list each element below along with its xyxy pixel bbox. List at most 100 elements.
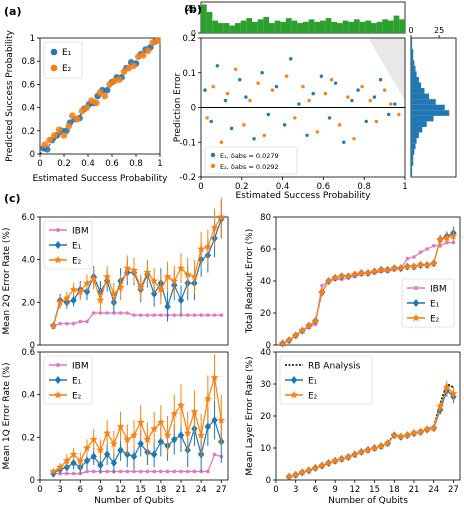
panel-b-right-hist-bar bbox=[411, 54, 414, 61]
panel-c3-point-e2 bbox=[62, 456, 71, 465]
panel-a-ytick-label: 0.8 bbox=[21, 57, 35, 67]
panel-c3-point-e2 bbox=[170, 409, 179, 418]
panel-a-xtick-label: 0.4 bbox=[81, 159, 95, 169]
panel-c3-point-e2 bbox=[96, 445, 105, 454]
panel-c1-legend-marker bbox=[54, 255, 62, 264]
panel-c2-point-ibm bbox=[418, 250, 423, 254]
panel-c3-point-ibm bbox=[85, 469, 89, 474]
panel-b-point-e2 bbox=[211, 84, 215, 89]
panel-c4-ytick-label: 10 bbox=[260, 444, 271, 454]
panel-b-point-e2 bbox=[382, 88, 387, 92]
panel-c2-point-e2 bbox=[364, 268, 372, 277]
panel-a-point-e2 bbox=[120, 68, 128, 75]
panel-c4-legend-label: E₁ bbox=[308, 377, 318, 387]
panel-b-right-hist-bar bbox=[411, 160, 414, 166]
panel-a-xtick-label: 0 bbox=[37, 159, 42, 169]
panel-c3-point-e1 bbox=[150, 450, 158, 459]
panel-b-top-hist-bar bbox=[286, 18, 292, 33]
panel-c2-ytick-label: 20 bbox=[260, 309, 271, 319]
panel-b-top-hist-bar bbox=[382, 19, 388, 33]
panel-a-point-e2 bbox=[106, 81, 113, 88]
panel-c3-xtick-label: 0 bbox=[37, 485, 42, 495]
panel-c1-point-e2 bbox=[150, 276, 159, 285]
panel-a-ytick-label: 1 bbox=[30, 34, 35, 44]
panel-c4-ytick-label: 20 bbox=[260, 412, 271, 422]
panel-c4-point-e2 bbox=[364, 445, 372, 454]
panel-c2-ytick-label: 40 bbox=[260, 277, 271, 287]
panel-c3-point-e2 bbox=[76, 456, 85, 465]
panel-c3-point-ibm bbox=[125, 469, 130, 474]
panel-c3-point-ibm bbox=[138, 469, 143, 474]
panel-c1-point-ibm bbox=[219, 313, 224, 317]
panel-c1-point-e2 bbox=[183, 270, 192, 278]
panel-c1-point-ibm bbox=[105, 311, 109, 315]
panel-c3-legend-label: IBM bbox=[72, 362, 89, 372]
panel-c3-point-e2 bbox=[156, 418, 165, 426]
panel-c3-point-e2 bbox=[143, 435, 152, 443]
panel-b-right-hist-xtick-label: 25 bbox=[434, 26, 444, 35]
panel-b-point-e1 bbox=[289, 57, 293, 61]
panel-c1-point-e2 bbox=[116, 283, 125, 291]
panel-c3-point-e2 bbox=[217, 416, 226, 424]
panel-b-top-hist-bar bbox=[206, 11, 213, 33]
panel-c1-point-ibm bbox=[212, 313, 217, 317]
panel-c2-point-e2 bbox=[403, 262, 412, 270]
panel-b-point-e2 bbox=[256, 81, 260, 85]
panel-b-point-e1 bbox=[203, 88, 207, 92]
panel-b-top-hist-bar bbox=[246, 18, 252, 33]
panel-c3-point-e1 bbox=[90, 452, 97, 461]
panel-b-top-hist-ytick-label: 20 bbox=[186, 4, 196, 13]
panel-c4-point-e2 bbox=[396, 432, 405, 440]
panel-c1-point-e1 bbox=[177, 296, 185, 305]
panel-c1-point-e2 bbox=[103, 272, 112, 281]
panel-c3-ytick-label: 0.4 bbox=[21, 391, 35, 401]
panel-c1-point-e2 bbox=[170, 276, 179, 285]
panel-a-point-e2 bbox=[83, 104, 91, 111]
panel-c2-point-e2 bbox=[429, 259, 438, 267]
panel-c1-point-ibm bbox=[91, 311, 96, 315]
panel-b-xlabel: Estimated Success Probability bbox=[236, 191, 372, 201]
panel-c1-point-ibm bbox=[172, 313, 177, 317]
panel-label-b: (b) bbox=[184, 3, 202, 16]
panel-b-right-hist-bar bbox=[411, 71, 417, 77]
panel-c3-point-e1 bbox=[97, 461, 104, 470]
panel-c1-point-e2 bbox=[83, 278, 91, 287]
panel-b-point-e1 bbox=[378, 78, 383, 82]
panel-c3-point-ibm bbox=[212, 452, 217, 457]
panel-c2-point-e2 bbox=[396, 264, 405, 272]
panel-c2-point-e2 bbox=[410, 262, 418, 270]
panel-a-point-e2 bbox=[73, 115, 81, 123]
panel-a-xtick-label: 1 bbox=[157, 159, 162, 169]
panel-b-point-e2 bbox=[225, 91, 230, 96]
panel-c4-xtick-label: 0 bbox=[273, 485, 278, 495]
panel-c4-xtick-label: 12 bbox=[349, 485, 360, 495]
panel-c2-point-e2 bbox=[442, 233, 451, 242]
panel-c4-point-e2 bbox=[416, 427, 425, 436]
panel-c3-point-ibm bbox=[165, 469, 170, 474]
panel-a-ytick-label: 0.2 bbox=[21, 127, 35, 137]
panel-a-frame bbox=[39, 37, 161, 155]
panel-a-point-e2 bbox=[78, 107, 86, 115]
panel-c4-ytick-label: 30 bbox=[260, 380, 271, 390]
panel-c2-point-e2 bbox=[377, 265, 386, 274]
panel-c3-legend-label: E₁ bbox=[72, 377, 82, 387]
panel-b-top-hist-bar bbox=[393, 15, 400, 34]
panel-c3-ylabel: Mean 1Q Error Rate (%) bbox=[2, 363, 12, 470]
panel-c3-point-e1 bbox=[83, 456, 91, 465]
panel-c3-legend-label: E₂ bbox=[72, 392, 82, 402]
panel-c3-ytick-label: 0 bbox=[30, 476, 35, 486]
panel-b-point-e1 bbox=[260, 71, 264, 75]
panel-b-point-e2 bbox=[329, 78, 334, 82]
panel-b-top-hist-bar bbox=[376, 21, 383, 33]
panel-c4-legend bbox=[279, 355, 373, 405]
panel-c3-point-e2 bbox=[150, 424, 159, 433]
panel-c1-point-e2 bbox=[96, 296, 105, 304]
panel-a-point-e2 bbox=[60, 132, 68, 139]
panel-b-right-hist-bar bbox=[411, 138, 417, 144]
panel-a-legend-label: E₁ bbox=[62, 48, 72, 58]
panel-b-top-hist-bar bbox=[229, 25, 235, 33]
panel-c4-xtick-label: 21 bbox=[409, 485, 420, 495]
panel-c4-point-e2 bbox=[318, 461, 326, 469]
panel-c3-point-e2 bbox=[89, 435, 98, 443]
panel-c2-point-ibm bbox=[431, 244, 436, 248]
